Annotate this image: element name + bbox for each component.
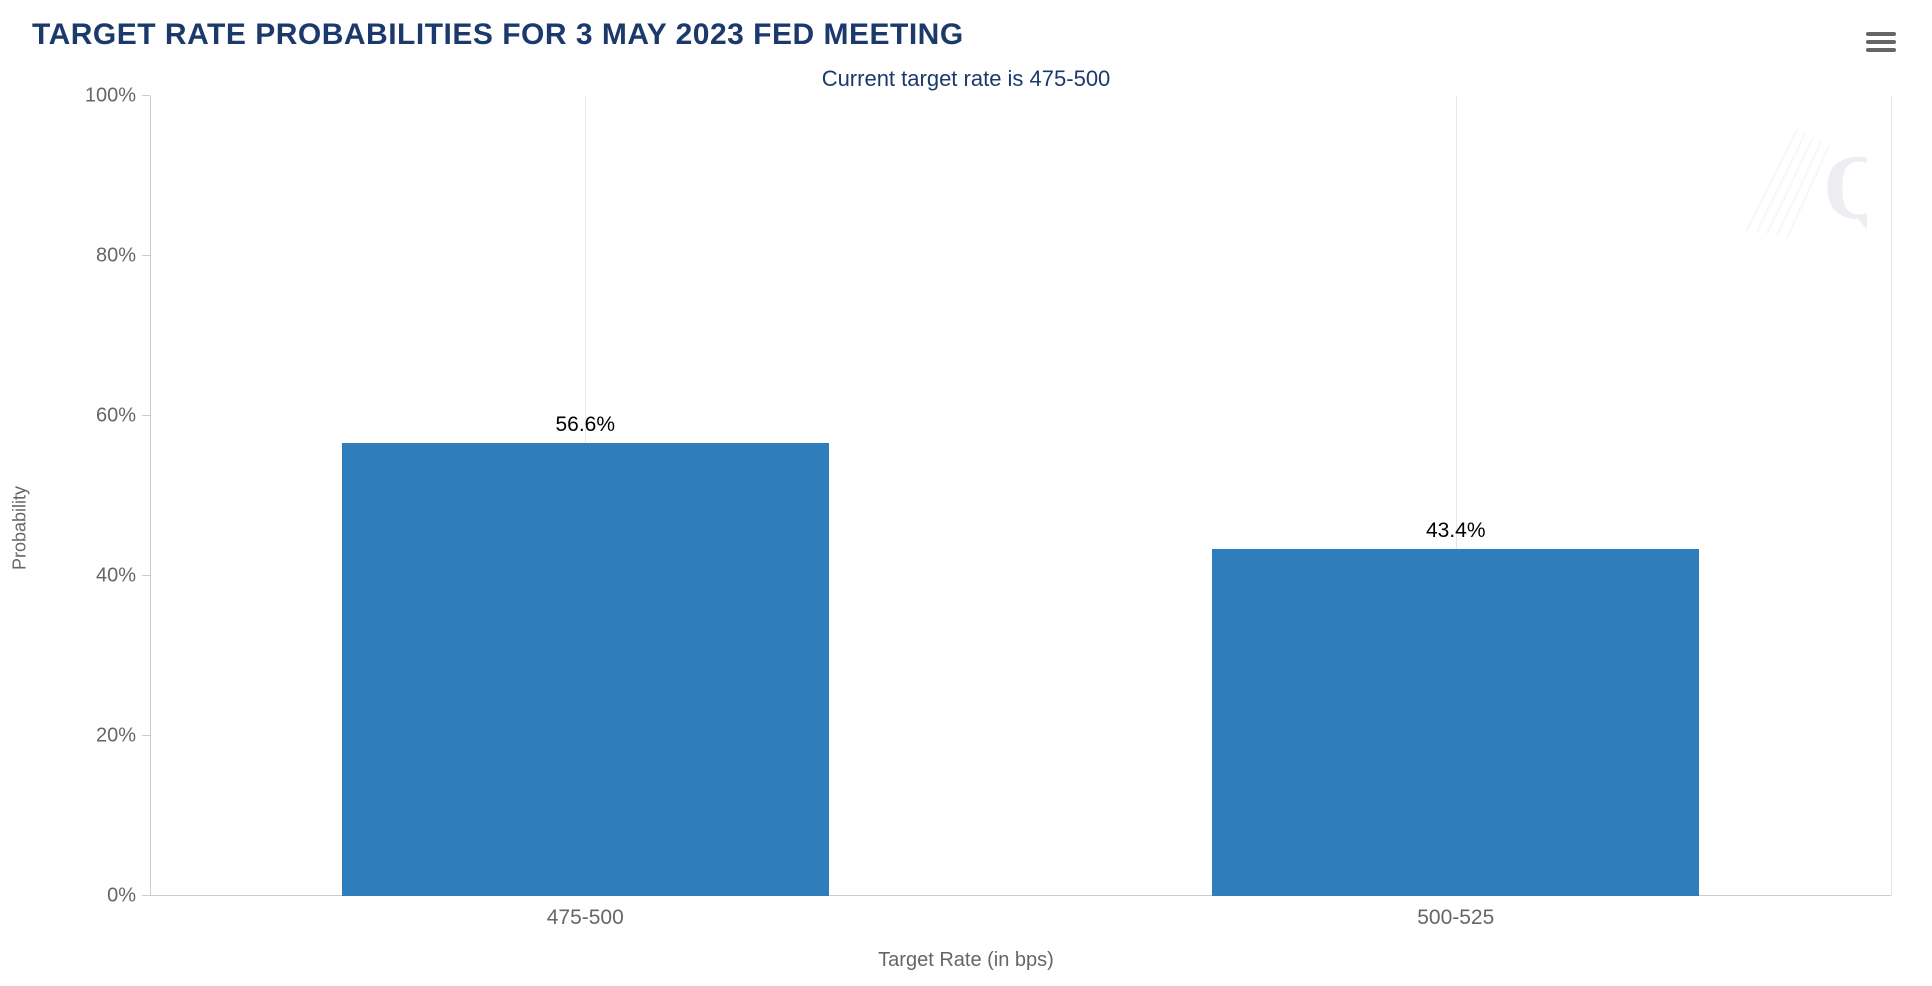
y-tick-mark xyxy=(142,415,150,416)
y-tick-label: 60% xyxy=(96,405,136,428)
chart-subtitle: Current target rate is 475-500 xyxy=(30,66,1902,92)
watermark-logo: Q xyxy=(1727,110,1867,255)
bar[interactable] xyxy=(1212,549,1699,896)
y-tick-label: 40% xyxy=(96,565,136,588)
bar[interactable] xyxy=(342,443,829,896)
y-tick-label: 0% xyxy=(107,885,136,908)
x-axis-title: Target Rate (in bps) xyxy=(30,949,1902,972)
y-tick-label: 80% xyxy=(96,245,136,268)
bar-value-label: 43.4% xyxy=(1356,519,1556,543)
y-tick-label: 20% xyxy=(96,725,136,748)
page-title: TARGET RATE PROBABILITIES FOR 3 MAY 2023… xyxy=(32,18,964,52)
y-tick-mark xyxy=(142,95,150,96)
y-tick-mark xyxy=(142,575,150,576)
chart-area: Probability Q 0%20%40%60%80%100%56.6%475… xyxy=(30,90,1902,966)
svg-text:Q: Q xyxy=(1823,136,1867,238)
bar-value-label: 56.6% xyxy=(485,413,685,437)
y-tick-mark xyxy=(142,735,150,736)
y-tick-mark xyxy=(142,255,150,256)
y-axis-title: Probability xyxy=(10,486,31,570)
y-tick-mark xyxy=(142,895,150,896)
chart-menu-button[interactable] xyxy=(1860,24,1902,60)
plot-area: Q 0%20%40%60%80%100%56.6%475-50043.4%500… xyxy=(150,96,1892,896)
hamburger-icon xyxy=(1866,30,1896,54)
y-tick-label: 100% xyxy=(85,85,136,108)
y-axis-line xyxy=(150,96,151,896)
header-row: TARGET RATE PROBABILITIES FOR 3 MAY 2023… xyxy=(30,18,1902,60)
chart-container: TARGET RATE PROBABILITIES FOR 3 MAY 2023… xyxy=(0,0,1932,986)
x-category-label: 500-525 xyxy=(1417,906,1494,930)
x-category-label: 475-500 xyxy=(547,906,624,930)
